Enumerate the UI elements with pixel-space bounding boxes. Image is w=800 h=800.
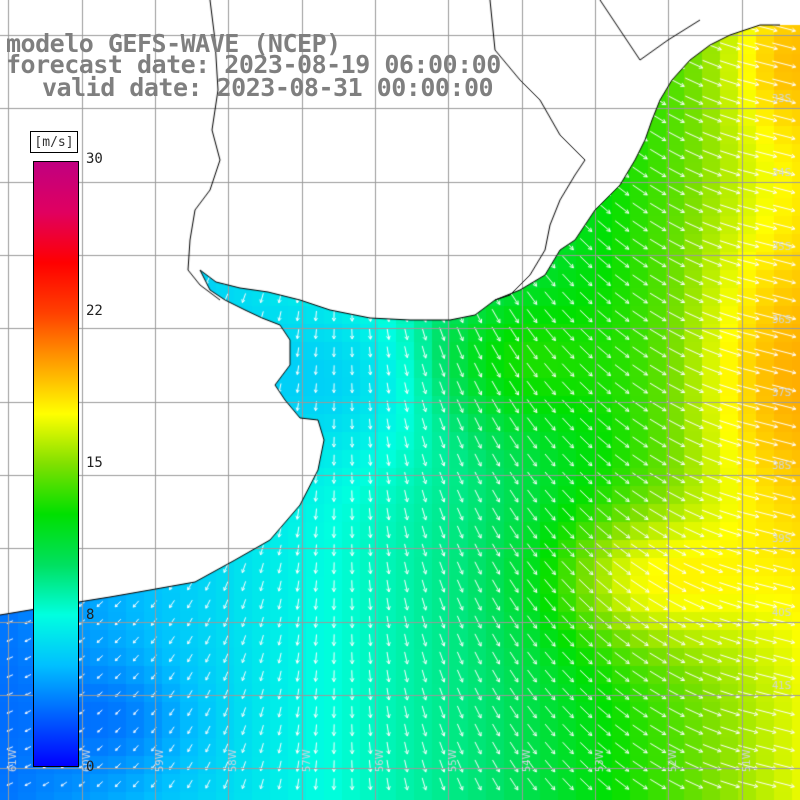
colorbar-tick-30: 30 — [86, 151, 103, 167]
colorbar-unit-label: [m/s] — [30, 131, 78, 153]
forecast-date: forecast date: 2023-08-19 06:00:00 — [6, 50, 501, 79]
colorbar-tick-22: 22 — [86, 303, 103, 319]
colorbar-tick-8: 8 — [86, 607, 95, 623]
colorbar-tick-15: 15 — [86, 455, 103, 471]
model-title: modelo GEFS-WAVE (NCEP) — [6, 29, 341, 58]
colorbar — [33, 161, 79, 767]
valid-date: valid date: 2023-08-31 00:00:00 — [42, 73, 494, 102]
colorbar-tick-0: 0 — [86, 759, 95, 775]
